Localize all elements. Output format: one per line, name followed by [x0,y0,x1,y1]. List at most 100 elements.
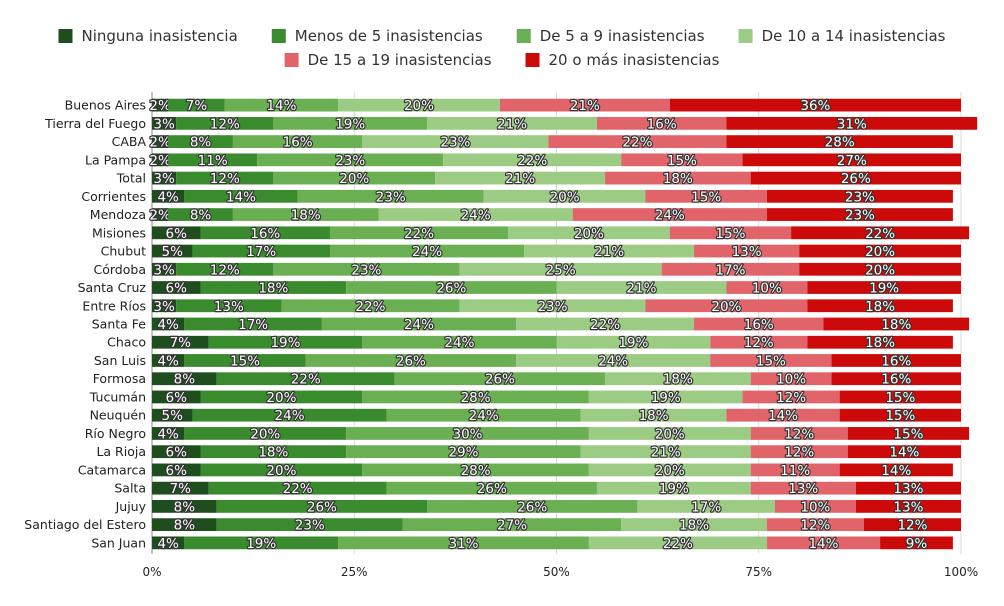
bar-row: 7% 22% 26% 19% 13% 13% [152,480,961,498]
bar-segment [726,116,978,130]
bar-segment [200,445,347,459]
value-label: 27% [837,153,867,169]
bar-segment [588,427,751,440]
bar-segment [168,208,233,221]
value-label: 23% [335,153,365,169]
value-label: 2% [149,208,171,224]
category-label: Tucumán [89,389,146,404]
value-label: 20% [574,226,604,242]
value-label: 19% [618,335,648,351]
bar-segment [216,372,395,386]
value-label: 13% [732,244,762,260]
value-label: 11% [198,153,228,169]
value-label: 4% [157,353,179,369]
bar-segment [694,244,800,258]
value-label: 21% [626,281,656,297]
legend-label: De 10 a 14 inasistencias [762,27,946,45]
bar-segment [807,299,953,313]
bar-segment [176,262,274,276]
value-label: 16% [881,372,911,388]
category-label: La Rioja [96,444,146,459]
value-label: 15% [893,426,923,442]
bar-segment [605,372,751,386]
value-label: 9% [906,536,928,552]
value-label: 7% [170,335,192,351]
bar-segment [152,281,201,294]
value-label: 21% [594,244,624,260]
bar-segment [232,135,363,148]
bar-segment [750,171,961,185]
bar-segment [669,226,792,240]
category-label: San Juan [91,535,146,550]
value-label: 22% [355,299,385,315]
category-label: La Pampa [85,152,146,167]
bar-row: 7% 19% 24% 19% 12% 18% [152,334,953,352]
value-label: 17% [238,317,268,333]
bar-row: 4% 14% 23% 20% 15% 23% [152,188,953,207]
value-label: 7% [170,481,192,497]
value-label: 23% [440,135,470,151]
legend-item: De 10 a 14 inasistencias [738,27,946,45]
value-label: 3% [153,171,175,187]
bar-segment [855,481,961,495]
bar-row: 4% 17% 24% 22% 16% 18% [152,316,970,334]
bar-row: 3% 13% 22% 23% 20% 18% [152,298,953,316]
value-label: 20% [655,463,685,479]
value-label: 8% [174,372,196,388]
bar-segment [152,463,201,477]
bar-segment [152,335,209,349]
value-label: 15% [756,353,786,369]
category-label: Entre Ríos [82,298,146,313]
legend-label: 20 o más inasistencias [549,51,720,69]
bar-segment [516,354,711,367]
bar-segment [152,153,169,167]
legend-swatch [516,29,531,43]
bar-segment [556,335,711,349]
bar-segment [637,500,775,513]
value-label: 22% [404,226,434,242]
bar-segment [216,500,428,513]
bar-segment [750,463,840,477]
value-label: 24% [655,208,685,224]
bar-segment [726,408,840,422]
bar-segment [880,536,953,550]
bar-segment [273,116,428,130]
category-label: Misiones [92,225,146,240]
bar-segment [378,208,573,221]
value-label: 22% [291,372,321,388]
value-label: 28% [461,463,491,479]
value-label: 22% [517,153,547,169]
value-label: 4% [157,426,179,442]
x-tick-label: 100% [944,565,978,579]
bar-row: 3% 12% 19% 21% 16% 31% [152,115,978,134]
bar-row: 6% 18% 26% 21% 10% 19% [152,279,961,298]
bar-segment [152,354,185,367]
category-label: Corrientes [81,189,146,204]
value-label: 19% [335,116,365,132]
value-label: 10% [800,499,830,515]
bar-segment [839,390,961,404]
bar-segment [774,500,856,513]
category-label: Río Negro [85,426,146,441]
value-label: 12% [744,335,774,351]
bar-segment [710,335,808,349]
bar-row: 3% 12% 20% 21% 18% 26% [152,170,961,188]
bar-segment [726,281,808,294]
value-label: 24% [444,335,474,351]
value-label: 26% [485,372,515,388]
value-label: 22% [622,135,652,151]
bar-row: 4% 20% 30% 20% 12% 15% [152,425,970,444]
value-label: 2% [149,135,171,151]
bar-segment [152,116,177,130]
value-label: 19% [869,281,899,297]
bar-segment [750,427,848,440]
bar-segment [386,408,581,422]
bar-segment [152,500,217,513]
bar-segment [855,500,961,513]
value-label: 18% [258,445,288,461]
bar-segment [402,518,622,532]
value-label: 18% [663,372,693,388]
bar-segment [208,481,387,495]
value-label: 4% [157,317,179,333]
bar-segment [200,281,347,294]
